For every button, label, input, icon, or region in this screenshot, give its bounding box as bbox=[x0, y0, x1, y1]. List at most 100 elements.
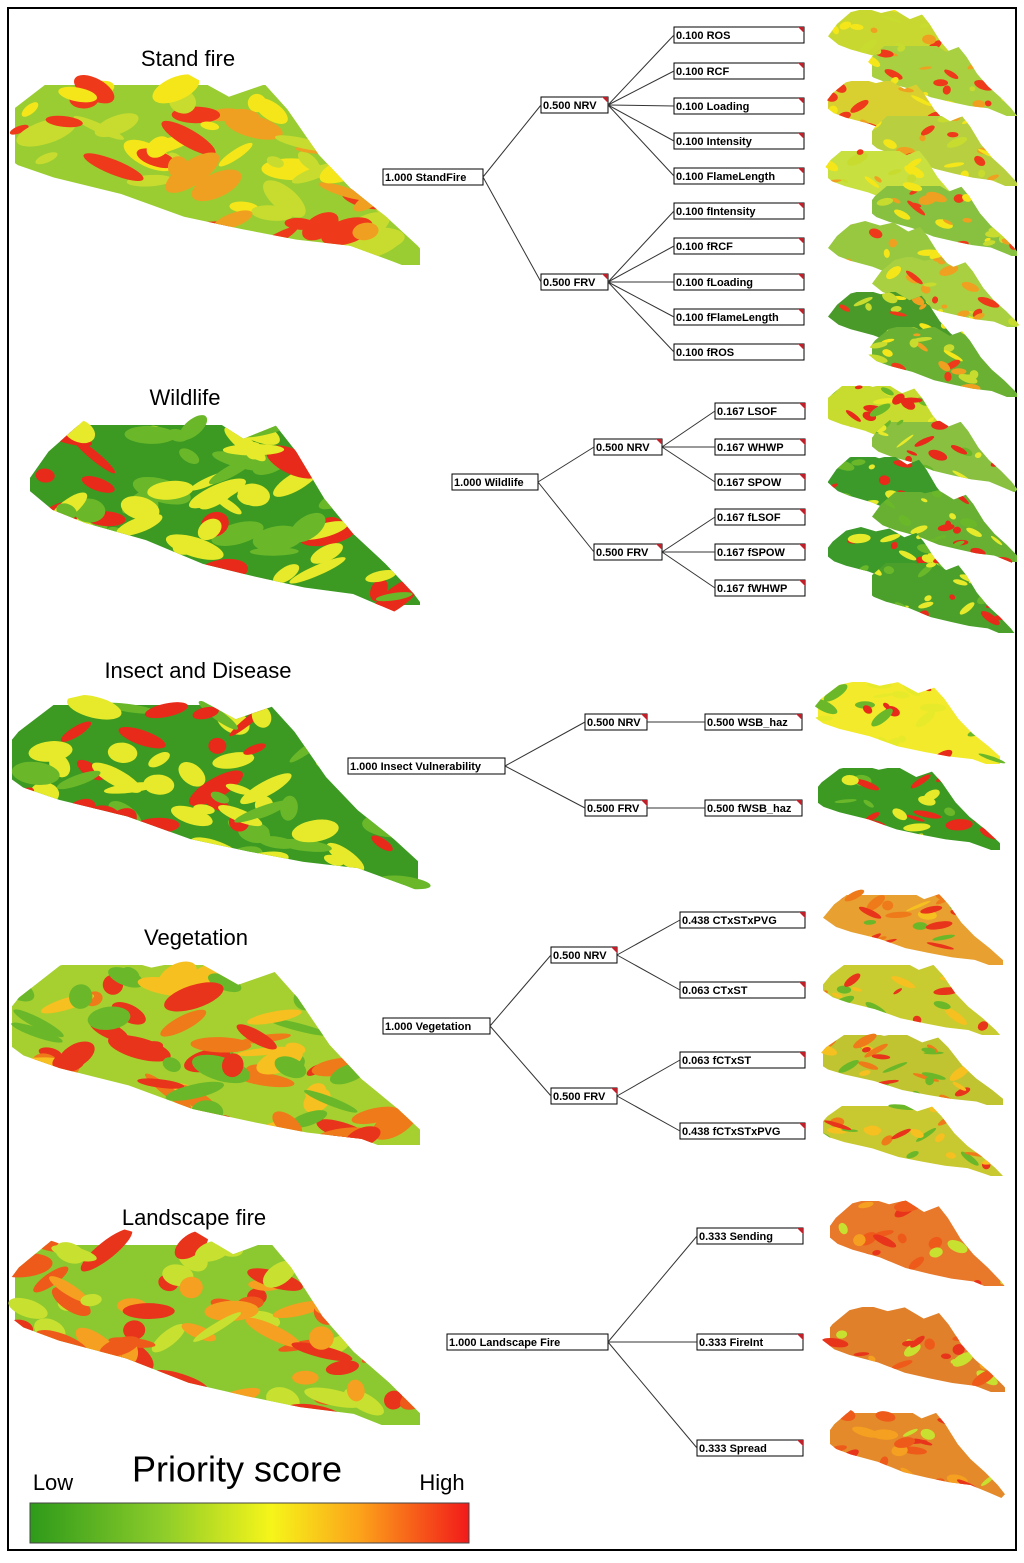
map-patch bbox=[978, 753, 1006, 764]
map-patch bbox=[368, 734, 402, 753]
map-patch bbox=[263, 240, 283, 262]
map-patch bbox=[192, 706, 219, 720]
map-patch bbox=[850, 835, 870, 845]
edge bbox=[607, 104, 675, 142]
map-patch bbox=[814, 715, 833, 722]
map-patch bbox=[274, 1056, 307, 1079]
map-patch bbox=[905, 270, 923, 285]
map-patch bbox=[121, 549, 169, 568]
node-flag bbox=[799, 982, 805, 988]
map-patch bbox=[197, 518, 222, 541]
map-patch bbox=[1009, 125, 1020, 135]
map-patch bbox=[911, 95, 932, 106]
node-flag bbox=[799, 474, 805, 480]
map-patch bbox=[350, 507, 406, 530]
map-patch bbox=[389, 733, 436, 758]
node-flag bbox=[797, 1440, 803, 1446]
map-patch bbox=[937, 243, 946, 250]
map-patch bbox=[891, 1128, 911, 1140]
map-patch bbox=[838, 1222, 848, 1235]
map-patch bbox=[160, 1009, 207, 1037]
map-patch bbox=[986, 119, 1006, 134]
map-patch bbox=[987, 686, 1009, 702]
map-patch bbox=[856, 149, 864, 155]
map-patch bbox=[179, 1276, 203, 1299]
map-patch bbox=[247, 93, 267, 113]
map-patch bbox=[868, 464, 875, 470]
map-patch bbox=[147, 480, 194, 500]
map-patch bbox=[402, 85, 433, 112]
map-patch bbox=[894, 1437, 916, 1448]
map-patch bbox=[995, 922, 1005, 933]
map-patch bbox=[833, 197, 853, 207]
map-patch bbox=[174, 1230, 209, 1260]
map-patch bbox=[866, 895, 885, 911]
map-patch bbox=[943, 316, 953, 322]
map-patch bbox=[94, 113, 139, 138]
map-patch bbox=[896, 419, 904, 426]
map-patch bbox=[929, 1247, 943, 1258]
map-patch bbox=[137, 1078, 185, 1089]
map-patch bbox=[165, 152, 220, 193]
map-patch bbox=[212, 752, 255, 769]
map-patch bbox=[891, 628, 906, 636]
map-patch bbox=[944, 162, 965, 168]
map-patch bbox=[906, 450, 918, 456]
map-patch bbox=[861, 1047, 871, 1053]
watershed-map bbox=[0, 1228, 435, 1438]
node-flag bbox=[799, 403, 805, 409]
edge bbox=[489, 954, 552, 1027]
watershed-map bbox=[0, 694, 440, 894]
map-patch bbox=[374, 1322, 431, 1347]
edge bbox=[616, 919, 681, 956]
map-patch bbox=[897, 44, 906, 52]
map-patch bbox=[240, 773, 292, 805]
map-patch bbox=[304, 1387, 364, 1408]
node-flag bbox=[798, 344, 804, 350]
map-patch bbox=[289, 1110, 328, 1128]
map-patch bbox=[943, 393, 952, 402]
map-patch bbox=[213, 210, 253, 230]
map-patch bbox=[54, 1093, 96, 1125]
node-flag bbox=[611, 947, 617, 953]
map-patch bbox=[969, 370, 979, 379]
map-patch bbox=[863, 829, 884, 845]
map-patch bbox=[944, 69, 959, 80]
map-patch bbox=[991, 808, 1007, 816]
map-patch bbox=[325, 1360, 359, 1376]
node-label: 0.100 fFlameLength bbox=[676, 312, 779, 324]
node-label: 1.000 Wildlife bbox=[454, 477, 524, 489]
map-patch bbox=[326, 842, 365, 872]
map-patch bbox=[68, 1083, 95, 1109]
map-patch bbox=[357, 85, 407, 104]
map-patch bbox=[208, 737, 227, 754]
map-patch bbox=[384, 1390, 404, 1410]
map-patch bbox=[834, 799, 857, 804]
map-patch bbox=[116, 1402, 141, 1422]
map-patch bbox=[301, 1256, 344, 1267]
map-patch bbox=[925, 921, 953, 930]
map-patch bbox=[991, 269, 1011, 283]
map-patch bbox=[945, 819, 973, 831]
edge bbox=[607, 210, 675, 283]
map-patch bbox=[961, 13, 971, 17]
map-patch bbox=[919, 66, 932, 70]
map-patch bbox=[926, 562, 937, 568]
node-label: 0.100 RCF bbox=[676, 66, 729, 78]
node-label: 0.167 fSPOW bbox=[717, 547, 785, 559]
map-patch bbox=[24, 1383, 70, 1418]
map-patch bbox=[1002, 589, 1014, 597]
map-patch bbox=[837, 1378, 856, 1386]
map-patch bbox=[289, 557, 346, 584]
node-label: 0.500 fWSB_haz bbox=[707, 803, 792, 815]
map-patch bbox=[86, 207, 145, 225]
map-patch bbox=[874, 620, 885, 626]
map-patch bbox=[889, 311, 907, 317]
map-patch bbox=[165, 534, 224, 560]
legend-title: Priority score bbox=[132, 1449, 342, 1490]
map-patch bbox=[168, 843, 207, 872]
map-patch bbox=[971, 691, 982, 698]
map-patch bbox=[49, 1276, 89, 1303]
edge bbox=[504, 721, 586, 767]
map-patch bbox=[928, 1236, 943, 1250]
